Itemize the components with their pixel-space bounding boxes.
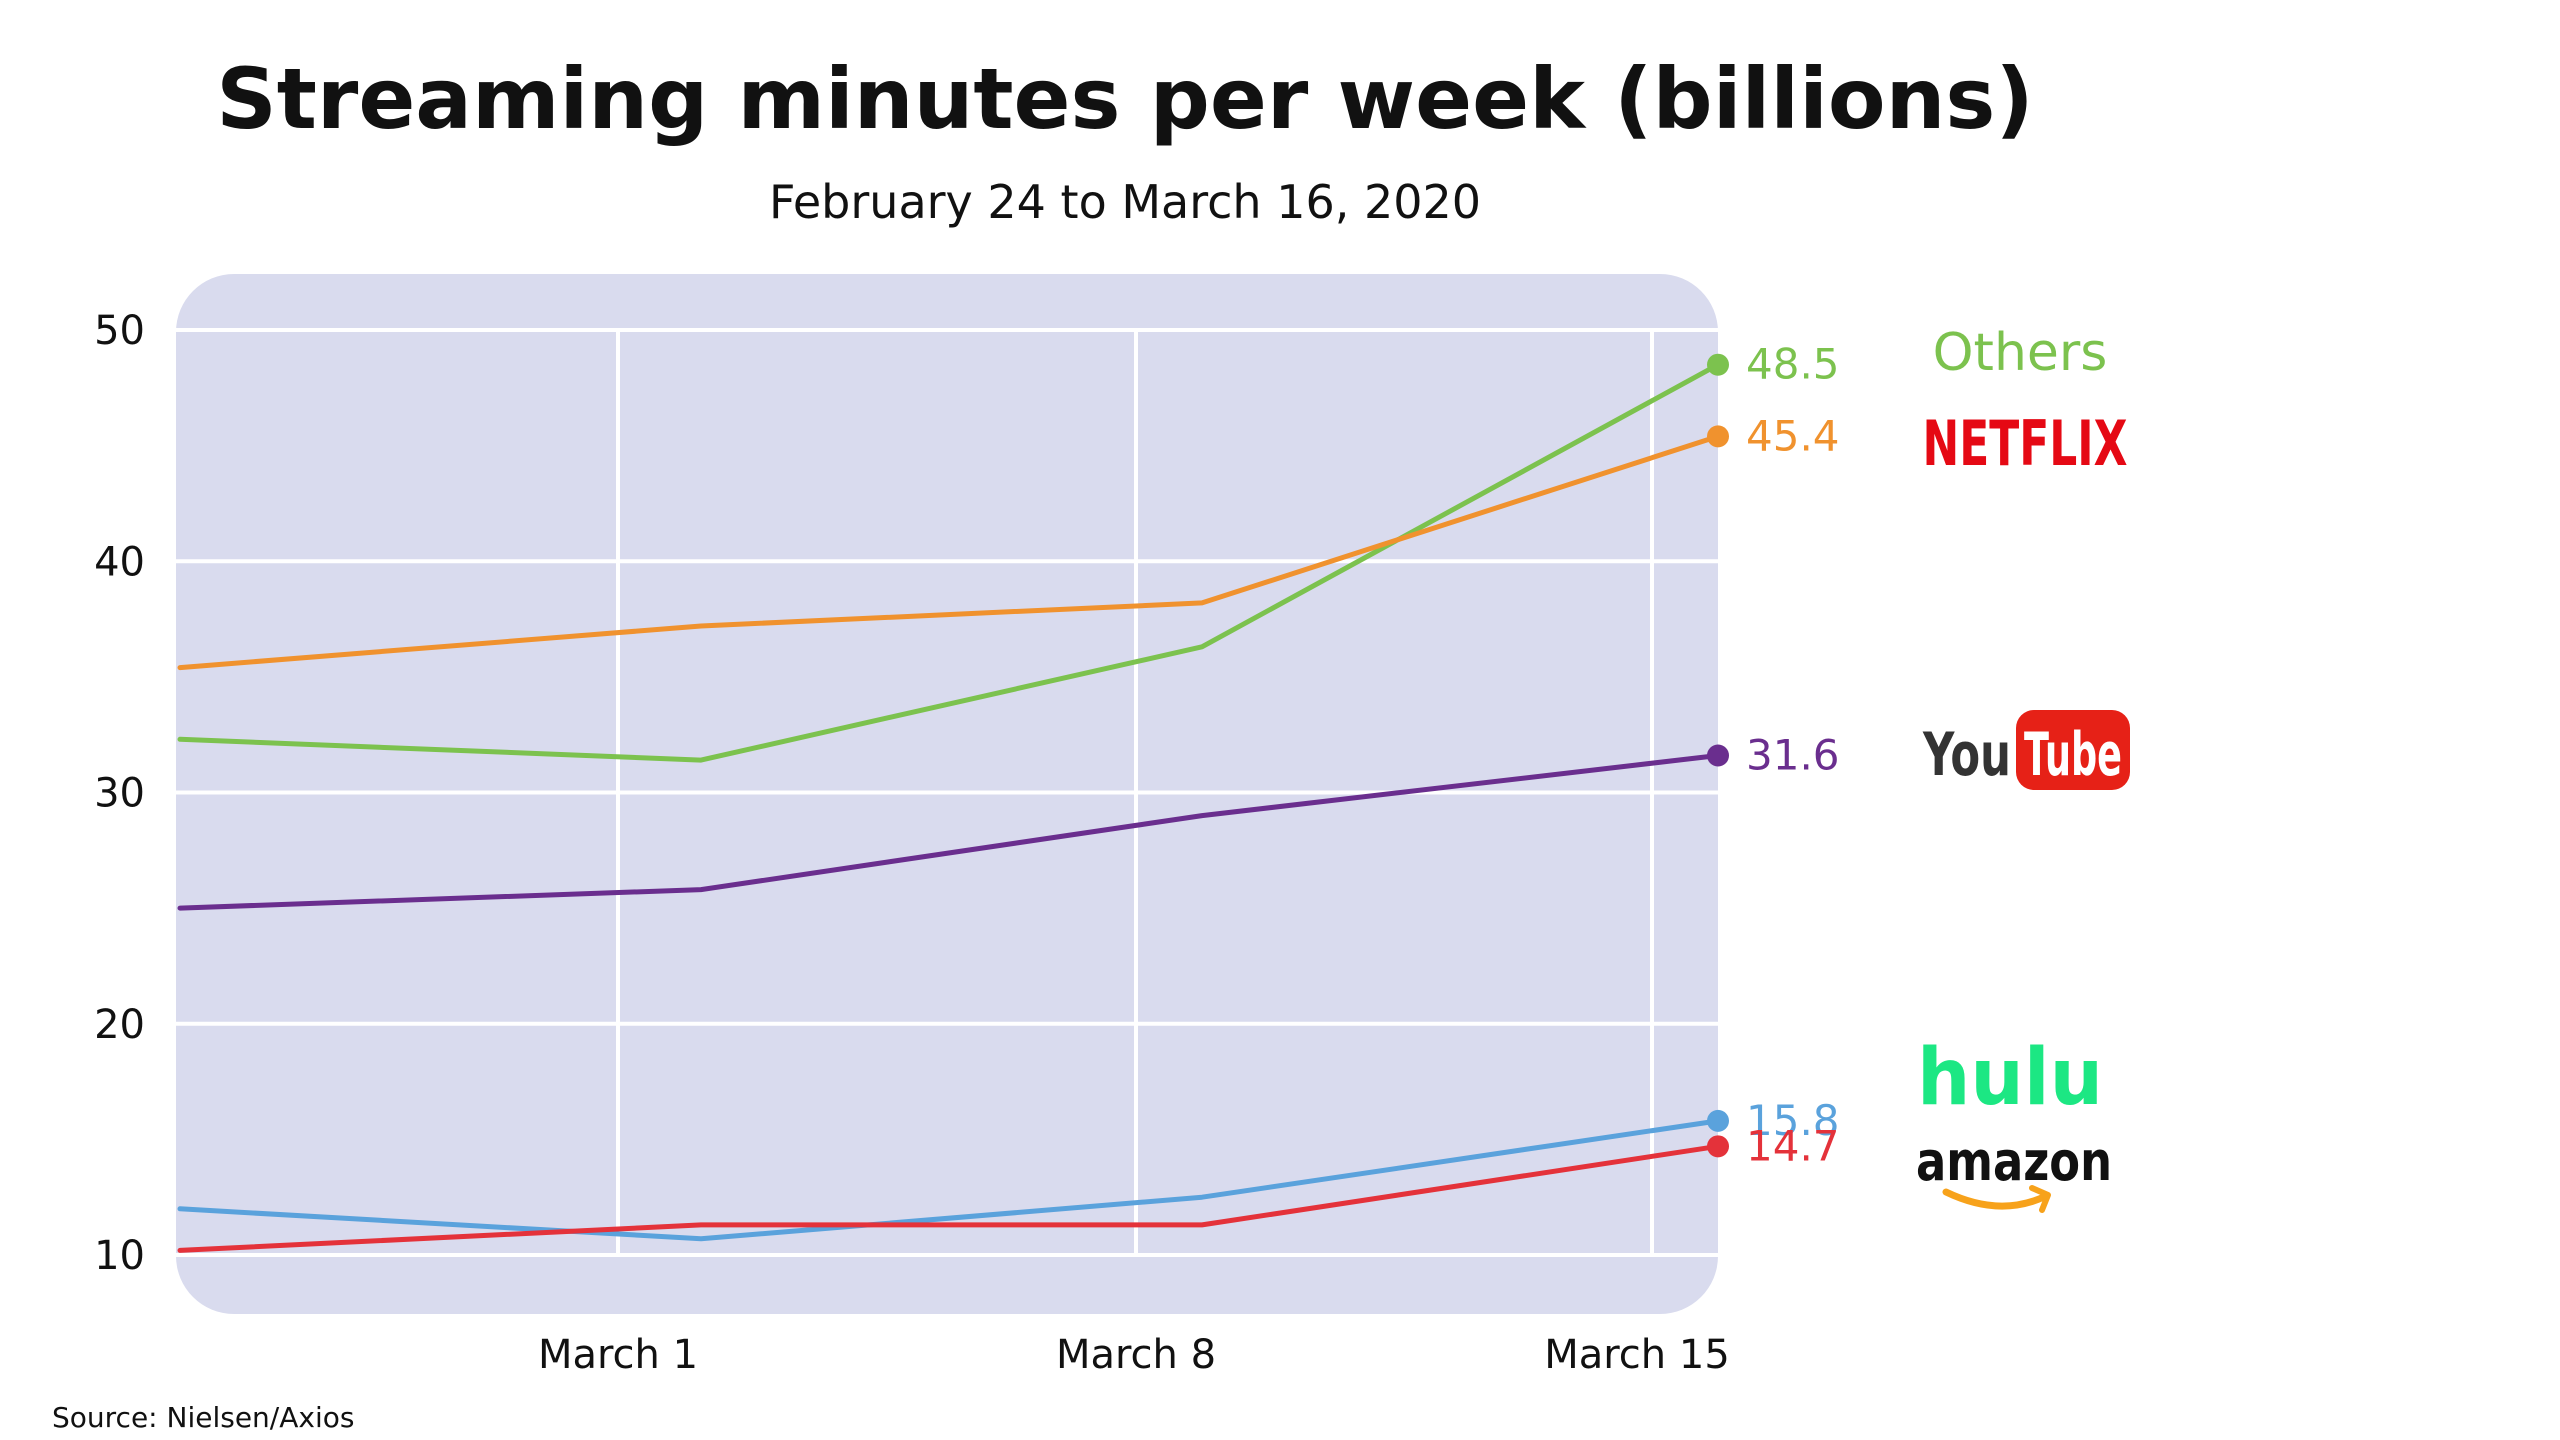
y-tick-label: 30 <box>94 771 145 817</box>
end-labels: 48.5 45.4 31.6 15.814.7 <box>1746 340 1840 1171</box>
y-tick-label: 40 <box>94 539 145 585</box>
source-note: Source: Nielsen/Axios <box>52 1401 354 1434</box>
series <box>177 353 1729 1253</box>
youtube-logo-box <box>2016 710 2130 790</box>
chart-title: Streaming minutes per week (billions) <box>216 50 2034 148</box>
series-endpoint-youtube <box>1707 744 1729 767</box>
end-label-netflix: 45.4 <box>1746 411 1840 460</box>
series-endpoint-hulu <box>1707 1109 1729 1132</box>
legend-others: Others <box>1933 323 2108 383</box>
amazon-logo-text: amazon <box>1916 1130 2112 1193</box>
y-tick-label: 10 <box>94 1233 145 1279</box>
youtube-logo-you: You <box>1922 720 2011 790</box>
end-label-amazon: 14.7 <box>1746 1121 1840 1170</box>
series-endpoint-amazon <box>1707 1135 1729 1158</box>
x-tick-label: March 8 <box>1056 1332 1216 1378</box>
amazon-logo: amazon <box>1916 1130 2112 1213</box>
youtube-logo-tube: Tube <box>2024 720 2122 790</box>
series-line-others <box>177 362 1721 763</box>
series-line-amazon <box>177 1143 1721 1253</box>
series-line-hulu <box>177 1118 1721 1242</box>
youtube-logo: You Tube <box>1922 710 2130 790</box>
chart-subtitle: February 24 to March 16, 2020 <box>769 175 1481 229</box>
x-tick-label: March 15 <box>1544 1332 1730 1378</box>
y-axis-ticks: 10 20 30 40 50 <box>94 308 145 1279</box>
end-label-youtube: 31.6 <box>1746 731 1840 780</box>
series-line-youtube <box>177 753 1721 911</box>
grid <box>176 328 1718 1257</box>
netflix-logo: NETFLIX <box>1923 407 2128 480</box>
hulu-logo: hulu <box>1917 1033 2103 1123</box>
end-label-others: 48.5 <box>1746 340 1840 389</box>
amazon-arrow-icon <box>2029 1185 2051 1213</box>
amazon-smile-icon <box>1942 1188 2050 1210</box>
series-line-netflix <box>177 433 1721 671</box>
series-endpoint-others <box>1707 353 1729 376</box>
series-endpoint-netflix <box>1707 425 1729 448</box>
x-tick-label: March 1 <box>538 1332 698 1378</box>
y-tick-label: 20 <box>94 1002 145 1048</box>
end-label-hulu: 15.8 <box>1746 1096 1840 1145</box>
y-tick-label: 50 <box>94 308 145 354</box>
x-axis-ticks: March 1 March 8 March 15 <box>538 1332 1730 1378</box>
